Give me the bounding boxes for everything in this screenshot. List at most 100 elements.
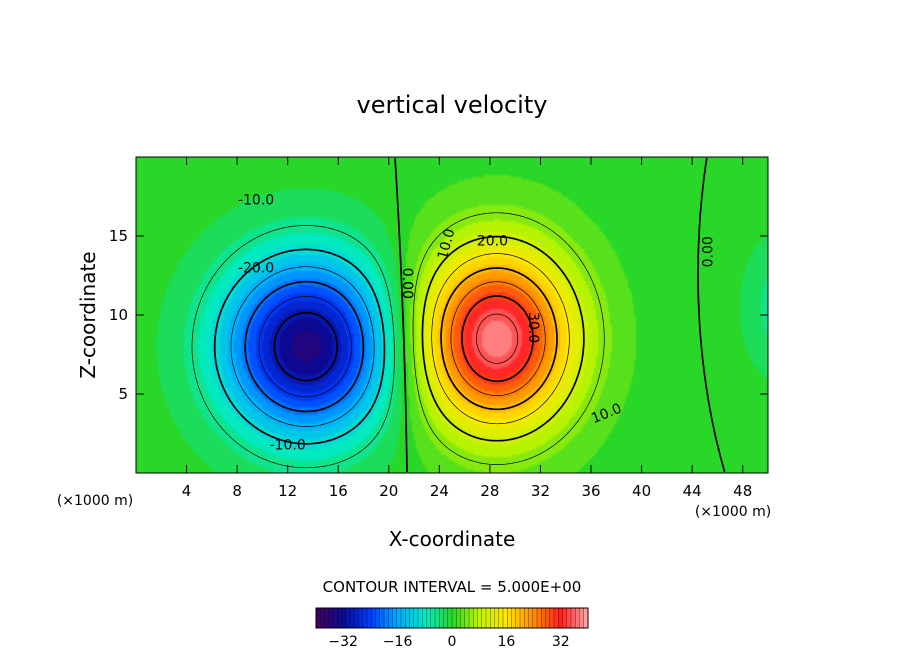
contour-label: 30.0 bbox=[525, 312, 541, 343]
colorbar-cell bbox=[558, 607, 563, 629]
colorbar-cell bbox=[579, 607, 585, 629]
colorbar-cell bbox=[375, 607, 381, 629]
x-tick-label: 48 bbox=[733, 482, 752, 500]
chart-title: vertical velocity bbox=[357, 91, 548, 119]
colorbar-cell bbox=[422, 607, 427, 629]
contour-label: 10.0 bbox=[435, 227, 459, 261]
colorbar-cell bbox=[515, 607, 521, 629]
colorbar-cell bbox=[413, 607, 419, 629]
colorbar-cell bbox=[477, 607, 483, 629]
colorbar-cell bbox=[524, 607, 529, 629]
colorbar-cell bbox=[400, 607, 406, 629]
colorbar-cell bbox=[430, 607, 436, 629]
contour-label: 20.0 bbox=[477, 234, 508, 250]
contour-level bbox=[244, 280, 365, 413]
contour-level bbox=[431, 253, 570, 425]
contour-label: -10.0 bbox=[270, 438, 306, 454]
y-tick-label: 15 bbox=[109, 227, 128, 245]
colorbar-cell bbox=[332, 607, 338, 629]
colorbar-cell bbox=[358, 607, 364, 629]
colorbar-cell bbox=[490, 607, 495, 629]
x-tick-label: 20 bbox=[379, 482, 398, 500]
x-tick-label: 4 bbox=[182, 482, 192, 500]
colorbar-cell bbox=[434, 607, 440, 629]
colorbar-cell bbox=[324, 607, 330, 629]
x-tick-label: 32 bbox=[531, 482, 550, 500]
x-tick-label: 44 bbox=[683, 482, 702, 500]
colorbar-cell bbox=[354, 607, 359, 629]
colorbar-cell bbox=[494, 607, 500, 629]
colorbar-cell bbox=[511, 607, 517, 629]
colorbar-cell bbox=[451, 607, 457, 629]
colorbar-cell bbox=[447, 607, 453, 629]
x-tick-label: 12 bbox=[278, 482, 297, 500]
colorbar-cell bbox=[464, 607, 470, 629]
contour-level bbox=[191, 225, 395, 469]
colorbar-cell bbox=[417, 607, 423, 629]
colorbar-cell bbox=[549, 607, 555, 629]
y-axis-title: Z-coordinate bbox=[76, 251, 100, 378]
colorbar-tick-label: 0 bbox=[448, 634, 457, 650]
contour-level bbox=[476, 313, 519, 364]
x-tick-label: 28 bbox=[480, 482, 499, 500]
colorbar-cell bbox=[553, 607, 559, 629]
colorbar-cell bbox=[315, 607, 321, 629]
colorbar-cell bbox=[379, 607, 385, 629]
colorbar-tick-label: 16 bbox=[497, 634, 515, 650]
contour-label: 0.00 bbox=[399, 268, 415, 299]
colorbar-cell bbox=[409, 607, 415, 629]
colorbar-cell bbox=[328, 607, 334, 629]
colorbar-cell bbox=[345, 607, 351, 629]
contour-level bbox=[461, 295, 534, 383]
colorbar-cell bbox=[320, 607, 325, 629]
x-tick-label: 16 bbox=[329, 482, 348, 500]
colorbar-cell bbox=[460, 607, 466, 629]
x-tick-label: 24 bbox=[430, 482, 449, 500]
x-axis-title: X-coordinate bbox=[389, 527, 516, 551]
colorbar-cells bbox=[315, 607, 589, 629]
contour-level bbox=[412, 212, 605, 465]
colorbar-tick-label: −16 bbox=[383, 634, 413, 650]
colorbar-cell bbox=[502, 607, 508, 629]
colorbar-tick-label: −32 bbox=[328, 634, 358, 650]
contour-interval-label: CONTOUR INTERVAL = 5.000E+00 bbox=[323, 578, 582, 596]
colorbar-cell bbox=[468, 607, 474, 629]
colorbar-cell bbox=[519, 607, 525, 629]
colorbar-cell bbox=[456, 607, 461, 629]
y-tick-label: 10 bbox=[109, 306, 128, 324]
x-unit-label-right: (×1000 m) bbox=[695, 504, 771, 520]
colorbar-cell bbox=[566, 607, 572, 629]
colorbar-cell bbox=[532, 607, 538, 629]
colorbar-cell bbox=[570, 607, 576, 629]
contour-label: 0.00 bbox=[700, 236, 716, 267]
colorbar-cell bbox=[337, 607, 342, 629]
x-tick-label: 36 bbox=[581, 482, 600, 500]
colorbar-cell bbox=[562, 607, 568, 629]
colorbar-cell bbox=[575, 607, 580, 629]
colorbar-cell bbox=[405, 607, 410, 629]
colorbar-cell bbox=[341, 607, 347, 629]
colorbar-cell bbox=[507, 607, 512, 629]
colorbar-cell bbox=[536, 607, 542, 629]
x-axis-ticks: 4 8 12 16 20 24 28 32 36 40 44 48 bbox=[182, 157, 752, 500]
contour-level bbox=[440, 267, 558, 411]
colorbar-cell bbox=[473, 607, 478, 629]
colorbar-cell bbox=[362, 607, 368, 629]
contour-level bbox=[230, 266, 375, 427]
colorbar-cell bbox=[396, 607, 402, 629]
colorbar-cell bbox=[383, 607, 389, 629]
colorbar-cell bbox=[392, 607, 398, 629]
colorbar-cell bbox=[426, 607, 432, 629]
velocity-field bbox=[136, 157, 768, 473]
contour-level bbox=[394, 157, 726, 473]
colorbar-cell bbox=[528, 607, 534, 629]
colorbar-tick-label: 32 bbox=[552, 634, 570, 650]
colorbar: −32 −16 0 16 32 bbox=[315, 607, 589, 650]
colorbar-cell bbox=[443, 607, 449, 629]
colorbar-cell bbox=[366, 607, 372, 629]
colorbar-cell bbox=[371, 607, 376, 629]
colorbar-tick-labels: −32 −16 0 16 32 bbox=[328, 634, 569, 650]
